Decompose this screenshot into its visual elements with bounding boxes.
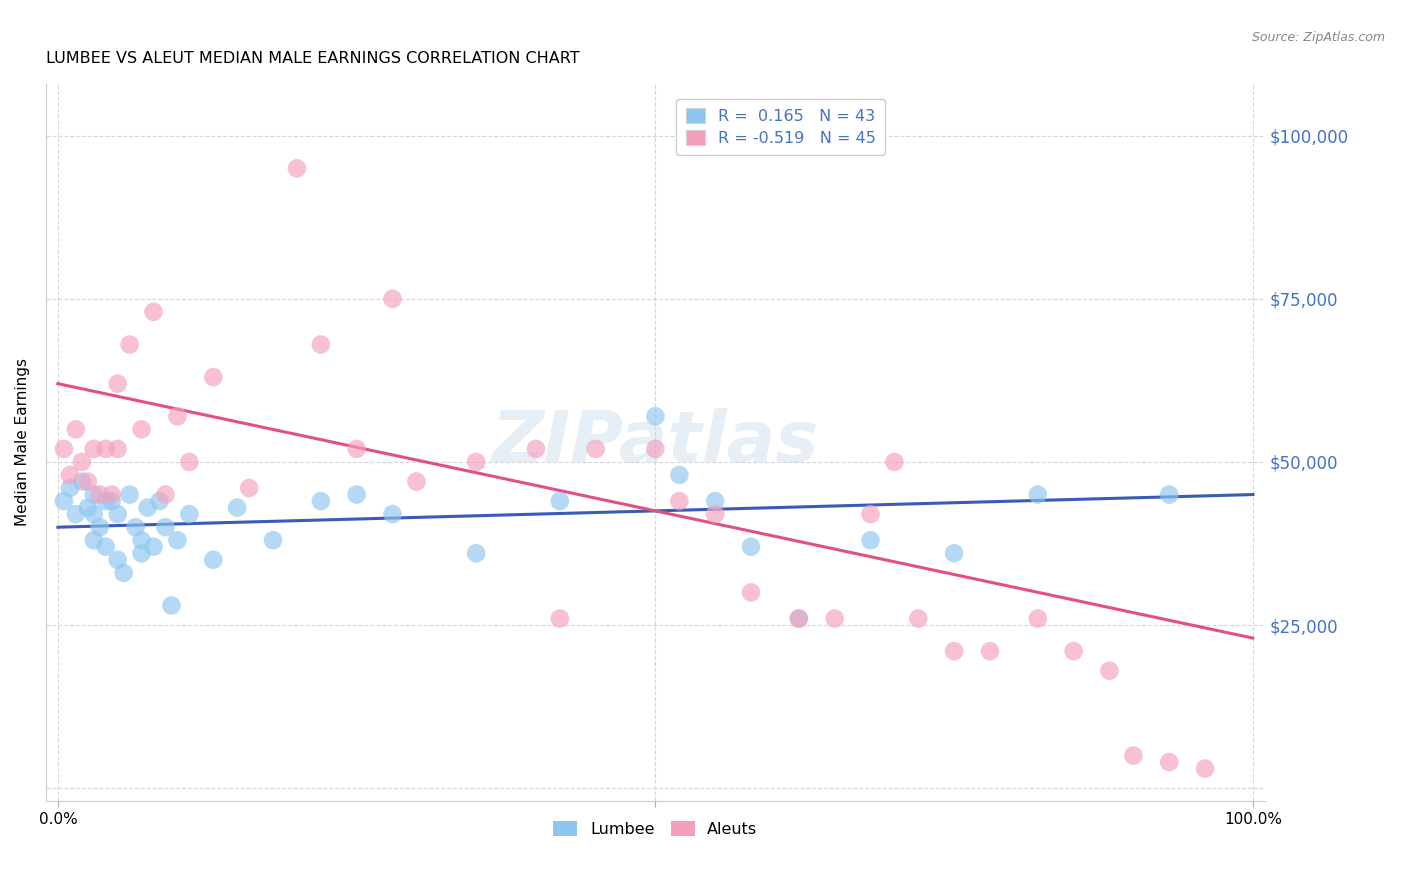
Point xyxy=(787,611,810,625)
Point xyxy=(644,442,666,456)
Point xyxy=(65,422,87,436)
Legend: Lumbee, Aleuts: Lumbee, Aleuts xyxy=(547,815,763,844)
Point xyxy=(309,337,332,351)
Point xyxy=(76,500,98,515)
Point xyxy=(1159,755,1181,769)
Point xyxy=(131,546,153,560)
Point xyxy=(859,507,882,521)
Point xyxy=(136,500,159,515)
Text: Source: ZipAtlas.com: Source: ZipAtlas.com xyxy=(1251,31,1385,45)
Point xyxy=(142,540,165,554)
Point xyxy=(83,507,105,521)
Point xyxy=(465,455,488,469)
Y-axis label: Median Male Earnings: Median Male Earnings xyxy=(15,359,30,526)
Point xyxy=(1063,644,1085,658)
Point xyxy=(160,599,183,613)
Point xyxy=(740,540,762,554)
Point xyxy=(94,494,117,508)
Point xyxy=(65,507,87,521)
Point xyxy=(644,409,666,424)
Point xyxy=(166,409,188,424)
Point xyxy=(202,370,225,384)
Point xyxy=(52,494,75,508)
Point xyxy=(52,442,75,456)
Point xyxy=(943,644,966,658)
Point xyxy=(704,494,727,508)
Point xyxy=(107,507,129,521)
Point xyxy=(405,475,427,489)
Point xyxy=(89,520,111,534)
Point xyxy=(668,468,690,483)
Point xyxy=(89,487,111,501)
Point xyxy=(548,494,571,508)
Point xyxy=(131,533,153,548)
Text: LUMBEE VS ALEUT MEDIAN MALE EARNINGS CORRELATION CHART: LUMBEE VS ALEUT MEDIAN MALE EARNINGS COR… xyxy=(46,51,579,66)
Point xyxy=(524,442,547,456)
Point xyxy=(943,546,966,560)
Point xyxy=(346,442,368,456)
Point xyxy=(1122,748,1144,763)
Point xyxy=(124,520,146,534)
Point xyxy=(179,455,201,469)
Point xyxy=(238,481,260,495)
Point xyxy=(70,455,93,469)
Point xyxy=(787,611,810,625)
Point xyxy=(179,507,201,521)
Point xyxy=(107,442,129,456)
Point xyxy=(381,292,404,306)
Point xyxy=(309,494,332,508)
Point xyxy=(668,494,690,508)
Point xyxy=(118,337,141,351)
Point xyxy=(83,533,105,548)
Point xyxy=(907,611,929,625)
Point xyxy=(585,442,607,456)
Point xyxy=(83,442,105,456)
Point xyxy=(202,553,225,567)
Point xyxy=(285,161,308,176)
Point xyxy=(262,533,284,548)
Point xyxy=(142,305,165,319)
Point xyxy=(131,422,153,436)
Point xyxy=(1159,487,1181,501)
Point xyxy=(70,475,93,489)
Point xyxy=(107,376,129,391)
Point xyxy=(100,494,122,508)
Point xyxy=(979,644,1001,658)
Point xyxy=(100,487,122,501)
Point xyxy=(107,553,129,567)
Point xyxy=(112,566,135,580)
Point xyxy=(548,611,571,625)
Point xyxy=(381,507,404,521)
Text: ZIPatlas: ZIPatlas xyxy=(492,408,820,477)
Point xyxy=(94,442,117,456)
Point xyxy=(59,481,82,495)
Point xyxy=(76,475,98,489)
Point xyxy=(465,546,488,560)
Point xyxy=(226,500,249,515)
Point xyxy=(883,455,905,469)
Point xyxy=(824,611,846,625)
Point xyxy=(1194,762,1216,776)
Point xyxy=(118,487,141,501)
Point xyxy=(94,540,117,554)
Point xyxy=(155,487,177,501)
Point xyxy=(1026,611,1049,625)
Point xyxy=(166,533,188,548)
Point xyxy=(1026,487,1049,501)
Point xyxy=(148,494,170,508)
Point xyxy=(859,533,882,548)
Point xyxy=(740,585,762,599)
Point xyxy=(1098,664,1121,678)
Point xyxy=(346,487,368,501)
Point xyxy=(83,487,105,501)
Point xyxy=(704,507,727,521)
Point xyxy=(155,520,177,534)
Point xyxy=(59,468,82,483)
